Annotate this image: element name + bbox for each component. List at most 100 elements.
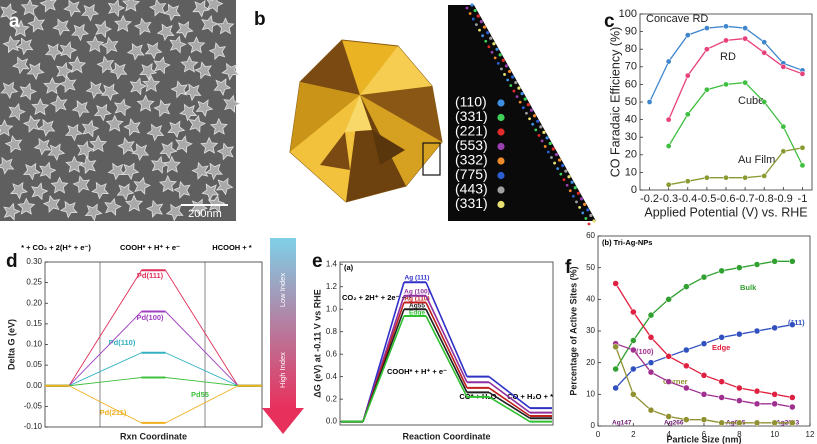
data-point: [753, 387, 761, 395]
data-point: [684, 32, 691, 38]
series-label: Ag (111): [405, 275, 430, 282]
edge-atom: [465, 6, 469, 10]
y-tick-label: -0.05: [24, 401, 43, 410]
facet-label: (331): [455, 108, 488, 124]
x-tick-label: -0.2: [640, 193, 659, 205]
data-point: [704, 86, 710, 93]
sem-particle: [180, 55, 199, 73]
y-tick-label: 1.0: [326, 304, 338, 313]
facet-label: (553): [455, 137, 488, 153]
y-tick-label: 30: [625, 131, 637, 143]
series-line: [615, 346, 793, 424]
sem-particle: [195, 99, 214, 117]
edge-atom: [523, 97, 527, 101]
connector: [488, 387, 531, 417]
x-tick-label: -0.7: [736, 193, 755, 205]
panel-label: b: [254, 9, 266, 30]
sem-particle: [175, 135, 193, 154]
sem-particle: [20, 0, 39, 17]
x-tick-label: -0.3: [659, 193, 678, 205]
y-axis-label: CO Faradaic Efficiency (%): [608, 27, 622, 178]
edge-atom: [481, 34, 485, 38]
sem-particle: [8, 102, 26, 121]
category-label: * + CO₂ + 2(H⁺ + e⁻): [21, 243, 91, 252]
data-point: [742, 79, 748, 86]
sem-particle: [179, 103, 198, 122]
series-label: Bulk: [740, 283, 757, 292]
series-label: RD: [720, 51, 736, 63]
data-point: [723, 81, 729, 88]
edge-atom: [540, 139, 544, 143]
sem-particle: [2, 35, 21, 54]
data-point: [665, 296, 672, 303]
series-label: Pd(211): [100, 408, 127, 417]
connector: [425, 302, 468, 389]
sem-particle: [116, 183, 135, 201]
edge-atom: [559, 172, 563, 176]
facet-swatch: [497, 142, 505, 151]
plot-frame: [44, 261, 263, 428]
edge-atom: [520, 92, 524, 96]
facet-label: (332): [455, 152, 488, 168]
sem-particle: [205, 162, 224, 181]
sem-particle: [123, 118, 141, 137]
sem-particle: [26, 62, 45, 81]
data-point: [612, 365, 619, 373]
sem-particle: [142, 74, 161, 92]
y-tick-label: 50: [586, 263, 595, 272]
data-point: [780, 63, 787, 70]
x-tick-label: 6: [702, 430, 707, 439]
sem-particle: [93, 103, 112, 122]
y-tick-label: 0.10: [26, 340, 42, 349]
y-tick-label: 20: [586, 358, 595, 367]
y-tick-label: -0.10: [24, 422, 43, 431]
y-tick-label: 1.2: [326, 282, 338, 291]
edge-atom: [592, 219, 596, 223]
sem-particle: [153, 56, 171, 75]
sem-particle: [15, 37, 34, 56]
sem-particle: [201, 183, 220, 201]
edge-atom: [521, 106, 525, 110]
edge-atom: [529, 108, 534, 112]
edge-atom: [486, 31, 490, 35]
category-label: COOH* + H⁺ + e⁻: [387, 367, 447, 376]
edge-atom: [503, 73, 506, 76]
facet-swatch: [497, 157, 505, 165]
edge-atom: [553, 161, 556, 165]
facet-label: (775): [455, 166, 488, 182]
data-point: [780, 148, 787, 155]
series-label: Edge: [409, 310, 425, 317]
sem-particle: [105, 114, 124, 132]
sem-particle: [114, 14, 133, 33]
panel-label: f: [565, 257, 572, 278]
edge-atom: [484, 39, 488, 43]
edge-atom: [543, 145, 547, 148]
edge-atom: [504, 64, 509, 68]
y-tick-label: 0.30: [26, 257, 42, 266]
sem-particle: [89, 134, 108, 153]
sem-particle: [109, 62, 128, 80]
data-point: [742, 174, 748, 181]
facet-swatch: [497, 171, 505, 180]
sem-particle: [134, 17, 152, 36]
series-label: Ag55: [409, 303, 425, 310]
connector: [165, 270, 239, 386]
edge-atom: [567, 175, 571, 179]
series-label: Pd(100): [136, 313, 164, 322]
sem-particle: [71, 100, 90, 118]
edge-atom: [539, 125, 543, 129]
x-axis-label: Particle Size (nm): [666, 434, 741, 444]
x-tick-label: 8: [737, 430, 742, 439]
series-label: Pd(110): [109, 338, 136, 347]
series-label: Corner: [663, 377, 688, 386]
sem-particle: [133, 176, 151, 195]
data-point: [723, 37, 729, 44]
sem-particle: [96, 55, 115, 74]
sem-particle: [213, 78, 232, 96]
facet-swatch: [497, 186, 505, 194]
y-tick-label: 0: [591, 421, 596, 430]
facet-swatch: [497, 99, 505, 107]
sem-particle: [122, 0, 141, 12]
sem-particle: [52, 18, 71, 37]
sem-particle: [221, 62, 240, 81]
